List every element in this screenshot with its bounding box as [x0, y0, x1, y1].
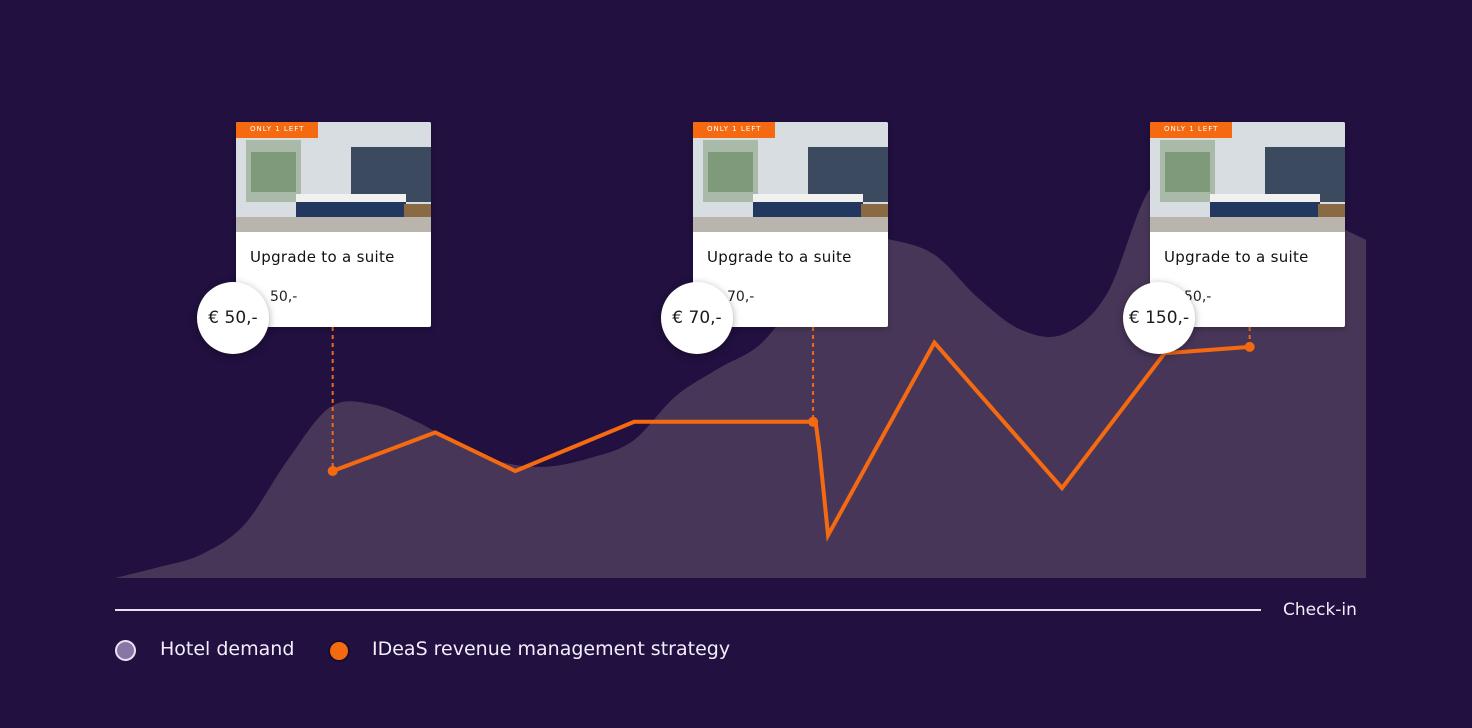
x-axis-label: Check-in: [1283, 600, 1357, 620]
badge-only-1-left: ONLY 1 LEFT: [236, 122, 318, 138]
legend-label-revenue-strategy: IDeaS revenue management strategy: [372, 638, 731, 660]
price-circle-2: € 70,-: [661, 282, 733, 354]
callout-point-2: [808, 416, 819, 427]
badge-only-1-left: ONLY 1 LEFT: [1150, 122, 1232, 138]
badge-only-1-left: ONLY 1 LEFT: [693, 122, 775, 138]
upgrade-card-2[interactable]: ONLY 1 LEFT Upgrade to a suite 70,-: [693, 122, 888, 327]
legend-swatch-revenue-strategy: [328, 640, 350, 662]
upgrade-card-3[interactable]: ONLY 1 LEFT Upgrade to a suite 50,-: [1150, 122, 1345, 327]
callout-point-3: [1244, 341, 1255, 352]
card-price-partial: 50,-: [270, 289, 298, 305]
price-circle-1: € 50,-: [197, 282, 269, 354]
legend-swatch-hotel-demand: [115, 640, 136, 661]
legend-label-hotel-demand: Hotel demand: [160, 638, 295, 660]
room-photo: [693, 122, 888, 232]
card-title: Upgrade to a suite: [250, 248, 395, 266]
card-price-partial: 70,-: [727, 289, 755, 305]
revenue-strategy-line: [331, 339, 1250, 542]
card-title: Upgrade to a suite: [707, 248, 852, 266]
room-photo: [1150, 122, 1345, 232]
room-photo: [236, 122, 431, 232]
revenue-line-layer: [327, 339, 1255, 542]
callout-point-1: [327, 466, 338, 476]
price-circle-3: € 150,-: [1123, 282, 1195, 354]
upgrade-card-1[interactable]: ONLY 1 LEFT Upgrade to a suite 50,-: [236, 122, 431, 327]
card-title: Upgrade to a suite: [1164, 248, 1309, 266]
